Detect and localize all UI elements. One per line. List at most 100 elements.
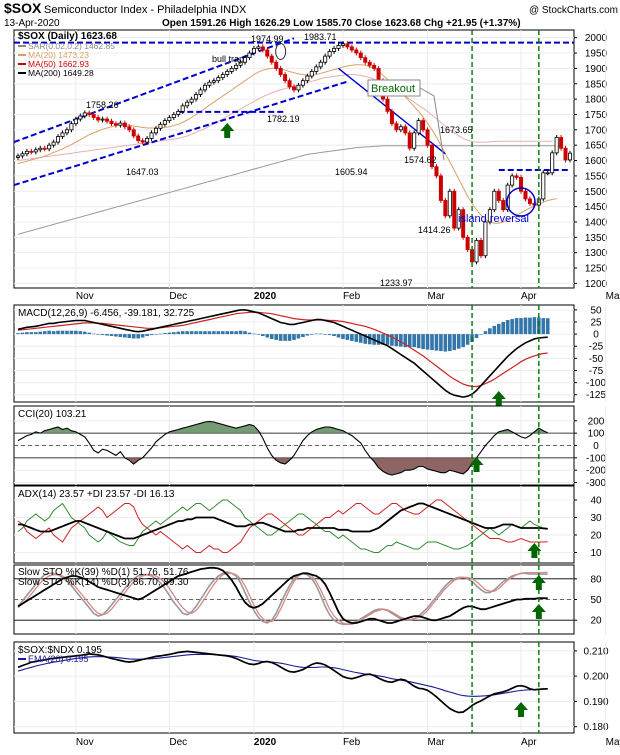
stochastics-ytick-label: 80 bbox=[590, 574, 602, 585]
macd-histogram-bar bbox=[519, 318, 523, 335]
macd-histogram-bar bbox=[318, 333, 323, 335]
ratio-ytick-label: 0.190 bbox=[583, 697, 608, 708]
macd-histogram-bar bbox=[403, 334, 408, 348]
price-month-label: Feb bbox=[343, 291, 361, 302]
macd-histogram-bar bbox=[358, 334, 363, 343]
macd-histogram-bar bbox=[229, 331, 234, 335]
candle-body bbox=[323, 55, 328, 63]
macd-histogram-bar bbox=[296, 334, 301, 339]
macd-histogram-bar bbox=[376, 334, 381, 345]
candle-body bbox=[33, 149, 38, 153]
price-ytick-label: 1550 bbox=[585, 171, 608, 182]
candle-body bbox=[260, 46, 265, 51]
ratio-month-label: Nov bbox=[76, 737, 94, 748]
candle-body bbox=[127, 126, 132, 131]
candle-body bbox=[211, 80, 216, 83]
candle-body bbox=[225, 71, 230, 75]
macd-histogram-bar bbox=[163, 333, 167, 335]
candle-body bbox=[15, 155, 20, 158]
chart-date: 13-Apr-2020 bbox=[4, 18, 60, 29]
macd-histogram-bar bbox=[198, 331, 203, 335]
candle-body bbox=[251, 48, 256, 54]
channel-lower bbox=[13, 80, 348, 187]
candle-body bbox=[554, 137, 559, 154]
macd-histogram-bar bbox=[56, 330, 60, 335]
candle-body bbox=[407, 132, 412, 149]
channel-upper bbox=[13, 37, 295, 144]
candle-body bbox=[51, 141, 56, 146]
price-ytick-label: 1850 bbox=[585, 79, 608, 90]
macd-histogram-bar bbox=[363, 334, 368, 344]
macd-histogram-bar bbox=[16, 333, 20, 335]
macd-histogram-bar bbox=[140, 334, 145, 338]
macd-histogram-bar bbox=[496, 323, 501, 335]
macd-histogram-bar bbox=[474, 334, 479, 338]
macd-histogram-bar bbox=[243, 331, 247, 335]
candle-body bbox=[349, 46, 354, 51]
ratio-month-label: Dec bbox=[169, 737, 187, 748]
macd-histogram-bar bbox=[278, 334, 283, 341]
macd-histogram-bar bbox=[301, 334, 305, 338]
macd-histogram-bar bbox=[194, 331, 198, 335]
macd-histogram-bar bbox=[479, 334, 483, 335]
candle-body bbox=[429, 144, 434, 168]
price-month-label: Dec bbox=[169, 291, 187, 302]
macd-histogram-bar bbox=[390, 334, 394, 346]
ma50-line bbox=[17, 74, 553, 161]
macd-histogram-bar bbox=[354, 334, 359, 342]
candle-body bbox=[492, 190, 497, 211]
macd-histogram-bar bbox=[314, 333, 319, 335]
candle-body bbox=[247, 52, 252, 59]
macd-histogram-bar bbox=[207, 331, 212, 335]
candle-body bbox=[149, 132, 154, 139]
candle-body bbox=[180, 105, 185, 112]
macd-histogram-bar bbox=[327, 334, 332, 336]
candle-body bbox=[283, 74, 288, 82]
ratio-line bbox=[17, 650, 548, 714]
candle-body bbox=[527, 198, 532, 204]
macd-histogram-bar bbox=[332, 334, 336, 337]
macd-histogram-bar bbox=[29, 332, 34, 335]
ma200-line bbox=[17, 145, 562, 235]
price-ytick-label: 1350 bbox=[585, 233, 608, 244]
candle-body bbox=[194, 94, 199, 100]
macd-histogram-bar bbox=[274, 334, 278, 340]
quote-line: Open 1591.26 High 1626.29 Low 1585.70 Cl… bbox=[162, 18, 521, 29]
candle-body bbox=[287, 80, 292, 88]
macd-histogram-bar bbox=[341, 334, 345, 339]
candle-body bbox=[483, 221, 488, 257]
macd-histogram-bar bbox=[172, 332, 176, 335]
candle-body bbox=[243, 57, 248, 63]
candle-body bbox=[327, 51, 332, 57]
candle-body bbox=[202, 84, 207, 91]
candle-body bbox=[394, 123, 399, 131]
ratio-month-label: Apr bbox=[521, 737, 537, 748]
price-ytick-label: 1750 bbox=[585, 110, 608, 121]
price-annotation: 1414.26 bbox=[418, 225, 451, 235]
macd-histogram-bar bbox=[448, 334, 452, 352]
cci-oversold-fill bbox=[18, 457, 570, 476]
price-ytick-label: 1800 bbox=[585, 95, 608, 106]
candle-body bbox=[545, 172, 550, 175]
price-ytick-label: 1900 bbox=[585, 64, 608, 75]
macd-histogram-bar bbox=[91, 333, 96, 335]
ratio-month-label: 2020 bbox=[254, 737, 277, 748]
candle-body bbox=[300, 80, 305, 86]
stochastics-ytick-label: 50 bbox=[590, 595, 602, 606]
adx-frame bbox=[13, 485, 575, 564]
cci-ytick-label: -200 bbox=[586, 466, 606, 477]
cci-line bbox=[17, 420, 548, 476]
macd-histogram-bar bbox=[74, 330, 78, 335]
macd-histogram-bar bbox=[60, 330, 65, 335]
macd-histogram-bar bbox=[261, 334, 265, 337]
macd-histogram-bar bbox=[234, 331, 238, 335]
macd-histogram-bar bbox=[189, 331, 194, 335]
candle-body bbox=[403, 126, 408, 134]
macd-histogram-bar bbox=[154, 334, 158, 335]
macd-histogram-bar bbox=[114, 334, 118, 337]
ratio-panel-title: $SOX:$NDX 0.195 bbox=[18, 645, 102, 656]
candle-body bbox=[278, 67, 283, 75]
macd-histogram-bar bbox=[323, 334, 327, 335]
macd-histogram-bar bbox=[158, 333, 163, 335]
